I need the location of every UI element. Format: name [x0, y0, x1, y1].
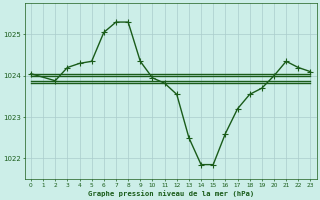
X-axis label: Graphe pression niveau de la mer (hPa): Graphe pression niveau de la mer (hPa) — [88, 190, 254, 197]
